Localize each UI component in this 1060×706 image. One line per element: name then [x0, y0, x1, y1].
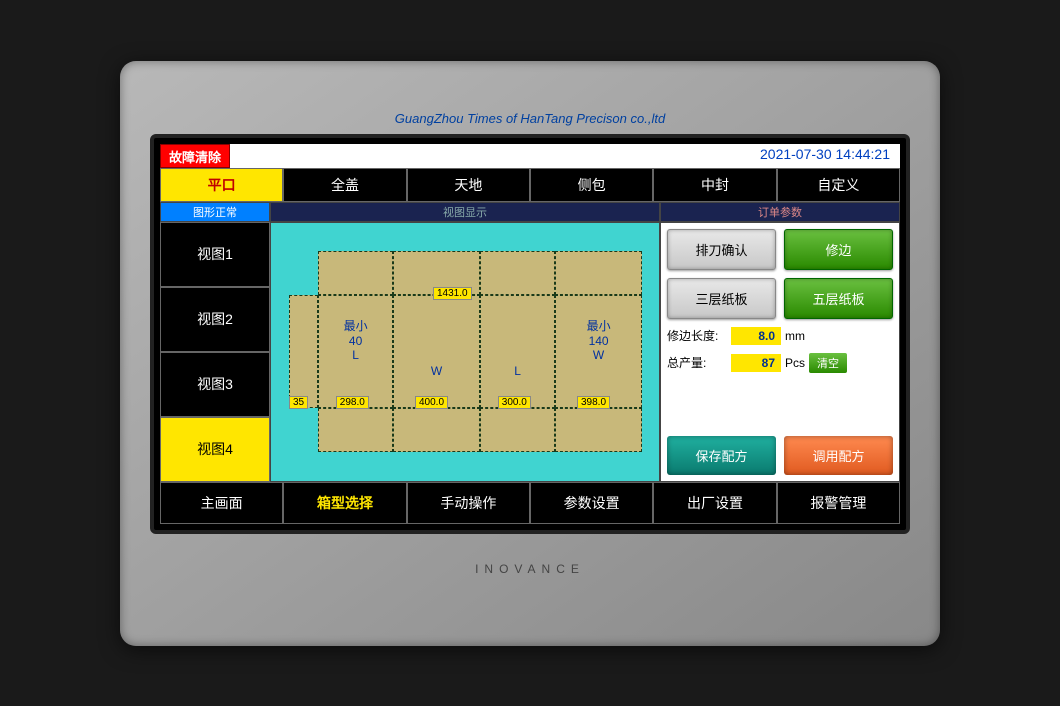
view-1-button[interactable]: 视图1 — [160, 222, 270, 287]
tab-pingkou[interactable]: 平口 — [160, 168, 283, 202]
trim-button[interactable]: 修边 — [784, 229, 893, 270]
box-type-tabs: 平口 全盖 天地 侧包 中封 自定义 — [160, 168, 900, 202]
seg1-min-val: 40 — [349, 334, 362, 348]
nav-alarm[interactable]: 报警管理 — [777, 482, 900, 524]
trim-length-unit: mm — [785, 329, 805, 343]
dim-seg1[interactable]: 298.0 — [336, 396, 369, 409]
three-layer-button[interactable]: 三层纸板 — [667, 278, 776, 319]
fault-clear-button[interactable]: 故障清除 — [160, 144, 230, 168]
load-recipe-button[interactable]: 调用配方 — [784, 436, 893, 475]
dim-total-width[interactable]: 1431.0 — [433, 287, 472, 300]
five-layer-button[interactable]: 五层纸板 — [784, 278, 893, 319]
seg4-axis: W — [593, 348, 604, 362]
trim-length-label: 修边长度: — [667, 327, 727, 344]
views-sidebar: 视图1 视图2 视图3 视图4 — [160, 222, 270, 482]
seg4-min-val: 140 — [589, 334, 609, 348]
view-2-button[interactable]: 视图2 — [160, 287, 270, 352]
dim-left-margin[interactable]: 35 — [289, 396, 308, 409]
tab-zidingyi[interactable]: 自定义 — [777, 168, 900, 202]
seg2-axis: W — [431, 364, 442, 378]
datetime-display: 2021-07-30 14:44:21 — [750, 144, 900, 168]
nav-manual[interactable]: 手动操作 — [407, 482, 530, 524]
tab-quangai[interactable]: 全盖 — [283, 168, 406, 202]
main-area: 视图1 视图2 视图3 视图4 — [160, 222, 900, 482]
order-params-panel: 排刀确认 修边 三层纸板 五层纸板 修边长度: 8.0 mm 总产量: 87 — [660, 222, 900, 482]
box-diagram: 最小 40 L W L 最小 140 W — [270, 222, 660, 482]
knife-confirm-button[interactable]: 排刀确认 — [667, 229, 776, 270]
tab-cebao[interactable]: 侧包 — [530, 168, 653, 202]
subheaders: 图形正常 视图显示 订单参数 — [160, 202, 900, 222]
dim-seg4[interactable]: 398.0 — [577, 396, 610, 409]
nav-home[interactable]: 主画面 — [160, 482, 283, 524]
tab-zhongfeng[interactable]: 中封 — [653, 168, 776, 202]
hmi-bezel: GuangZhou Times of HanTang Precison co.,… — [120, 61, 940, 646]
top-bar: 故障清除 2021-07-30 14:44:21 — [160, 144, 900, 168]
seg1-min-title: 最小 — [344, 319, 368, 333]
dim-seg2[interactable]: 400.0 — [415, 396, 448, 409]
dim-seg3[interactable]: 300.0 — [498, 396, 531, 409]
hmi-screen: 故障清除 2021-07-30 14:44:21 平口 全盖 天地 侧包 中封 … — [150, 134, 910, 534]
device-brand: INOVANCE — [150, 562, 910, 576]
nav-box-select[interactable]: 箱型选择 — [283, 482, 406, 524]
nav-factory[interactable]: 出厂设置 — [653, 482, 776, 524]
seg4-min-title: 最小 — [587, 319, 611, 333]
company-label: GuangZhou Times of HanTang Precison co.,… — [150, 111, 910, 126]
subhead-order: 订单参数 — [660, 202, 900, 222]
trim-length-value[interactable]: 8.0 — [731, 327, 781, 345]
subhead-status: 图形正常 — [160, 202, 270, 222]
total-output-label: 总产量: — [667, 354, 727, 371]
nav-bottom: 主画面 箱型选择 手动操作 参数设置 出厂设置 报警管理 — [160, 482, 900, 524]
total-output-value[interactable]: 87 — [731, 354, 781, 372]
subhead-view: 视图显示 — [270, 202, 660, 222]
seg1-axis: L — [352, 348, 359, 362]
view-4-button[interactable]: 视图4 — [160, 417, 270, 482]
clear-button[interactable]: 清空 — [809, 353, 847, 373]
total-output-unit: Pcs — [785, 356, 805, 370]
save-recipe-button[interactable]: 保存配方 — [667, 436, 776, 475]
view-3-button[interactable]: 视图3 — [160, 352, 270, 417]
tab-tiandi[interactable]: 天地 — [407, 168, 530, 202]
seg3-axis: L — [514, 364, 521, 378]
nav-params[interactable]: 参数设置 — [530, 482, 653, 524]
